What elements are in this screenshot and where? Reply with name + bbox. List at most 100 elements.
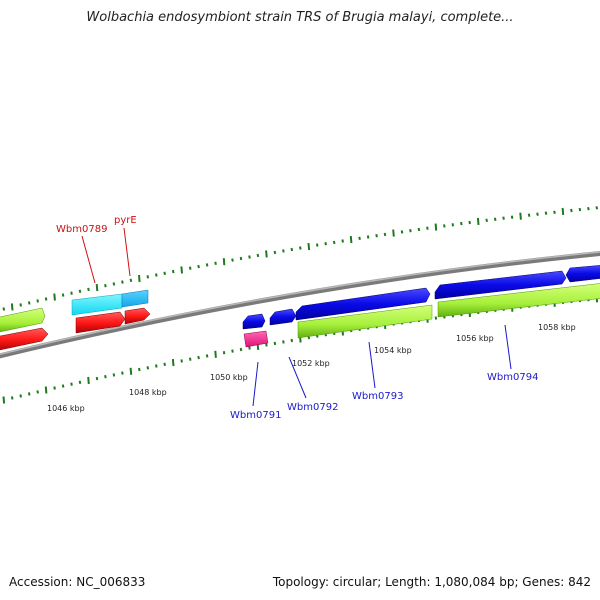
major-tick xyxy=(44,386,48,394)
major-tick xyxy=(171,359,175,367)
major-tick xyxy=(519,212,522,220)
major-tick xyxy=(265,250,268,258)
gene-pyre[interactable] xyxy=(121,289,149,308)
minor-tick xyxy=(239,347,243,352)
gene-left-red[interactable] xyxy=(0,327,49,351)
minor-tick xyxy=(417,227,421,232)
minor-tick xyxy=(248,346,251,350)
minor-tick xyxy=(78,380,82,384)
minor-tick xyxy=(112,282,116,286)
major-tick xyxy=(222,258,226,266)
tick-label-1046: 1046 kbp xyxy=(47,404,85,413)
tick-label-1052: 1052 kbp xyxy=(292,359,330,368)
minor-tick xyxy=(19,303,22,307)
callout-wbm0792 xyxy=(288,356,307,399)
gene-wbm0791-lower[interactable] xyxy=(243,330,269,348)
gene-red-1[interactable] xyxy=(75,311,126,334)
tick-label-1054: 1054 kbp xyxy=(374,346,412,355)
gene-left-green[interactable] xyxy=(0,307,46,333)
gene-wbm0793-upper[interactable] xyxy=(295,287,431,321)
backbone xyxy=(0,250,600,359)
major-tick xyxy=(392,229,395,237)
minor-tick xyxy=(36,390,39,394)
gene-wbm0789[interactable] xyxy=(71,293,123,316)
gene-wbm0794-lower[interactable] xyxy=(437,283,600,318)
minor-tick xyxy=(19,394,22,398)
gene-red-2[interactable] xyxy=(124,307,151,325)
map-title: Wolbachia endosymbiont strain TRS of Bru… xyxy=(86,10,514,25)
callout-wbm0793 xyxy=(368,341,376,389)
minor-tick xyxy=(248,255,251,259)
minor-tick xyxy=(282,340,285,344)
scale-labels: 1046 kbp 1048 kbp 1050 kbp 1052 kbp 1054… xyxy=(47,323,576,413)
major-tick xyxy=(476,217,480,225)
minor-tick xyxy=(231,258,234,262)
minor-tick xyxy=(53,386,56,390)
major-tick xyxy=(129,367,133,375)
gene-track-reverse xyxy=(0,283,600,351)
tick-label-1058: 1058 kbp xyxy=(538,323,576,332)
gene-next-upper[interactable] xyxy=(565,265,600,283)
minor-tick xyxy=(214,261,217,265)
tick-label-1048: 1048 kbp xyxy=(129,388,167,397)
minor-tick xyxy=(155,364,158,368)
minor-tick xyxy=(27,392,31,396)
gene-wbm0794-upper[interactable] xyxy=(434,270,567,300)
gene-wbm0791-upper[interactable] xyxy=(242,313,266,330)
gene-label-wbm0791[interactable]: Wbm0791 xyxy=(230,410,281,421)
minor-tick xyxy=(400,230,404,234)
minor-tick xyxy=(468,220,471,225)
gene-track-forward xyxy=(71,265,600,330)
minor-tick xyxy=(409,229,412,233)
minor-tick xyxy=(163,362,166,366)
major-tick xyxy=(180,266,183,274)
gene-label-wbm0794[interactable]: Wbm0794 xyxy=(487,372,538,383)
major-tick xyxy=(307,243,311,251)
minor-tick xyxy=(383,232,387,237)
major-tick xyxy=(214,350,217,358)
major-tick xyxy=(434,223,438,231)
callout-wbm0791 xyxy=(252,361,259,407)
minor-tick xyxy=(544,211,548,215)
gene-wbm0792-upper[interactable] xyxy=(269,308,297,326)
gene-label-wbm0789[interactable]: Wbm0789 xyxy=(56,224,107,235)
minor-tick xyxy=(104,375,107,379)
tick-label-1050: 1050 kbp xyxy=(210,373,248,382)
minor-tick xyxy=(553,210,556,214)
minor-tick xyxy=(273,341,277,346)
minor-tick xyxy=(282,249,285,253)
callout-pyre xyxy=(123,227,131,277)
minor-tick xyxy=(426,226,429,230)
minor-tick xyxy=(197,264,200,269)
callout-wbm0789 xyxy=(81,235,96,284)
minor-tick xyxy=(2,307,6,311)
minor-tick xyxy=(324,242,327,246)
minor-tick xyxy=(290,338,294,343)
gene-label-wbm0793[interactable]: Wbm0793 xyxy=(352,391,403,402)
minor-tick xyxy=(112,373,116,377)
major-tick xyxy=(138,274,141,283)
minor-tick xyxy=(231,349,234,353)
minor-tick xyxy=(358,236,361,240)
major-tick xyxy=(349,236,353,244)
gene-wbm0793-lower[interactable] xyxy=(297,304,433,339)
minor-tick xyxy=(87,287,90,292)
minor-tick xyxy=(510,215,514,219)
minor-tick xyxy=(595,206,599,210)
minor-tick xyxy=(460,221,463,226)
minor-tick xyxy=(188,266,192,270)
gene-label-wbm0792[interactable]: Wbm0792 xyxy=(287,402,338,413)
minor-tick xyxy=(61,384,65,388)
major-tick xyxy=(95,284,99,292)
minor-tick xyxy=(290,247,294,252)
minor-tick xyxy=(171,269,175,274)
minor-tick xyxy=(180,359,183,363)
major-tick xyxy=(87,376,90,384)
major-tick xyxy=(561,207,565,215)
gene-label-pyre[interactable]: pyrE xyxy=(114,215,137,226)
minor-tick xyxy=(375,234,378,238)
gene-callouts xyxy=(81,227,512,407)
minor-tick xyxy=(104,284,107,288)
minor-tick xyxy=(70,382,73,386)
